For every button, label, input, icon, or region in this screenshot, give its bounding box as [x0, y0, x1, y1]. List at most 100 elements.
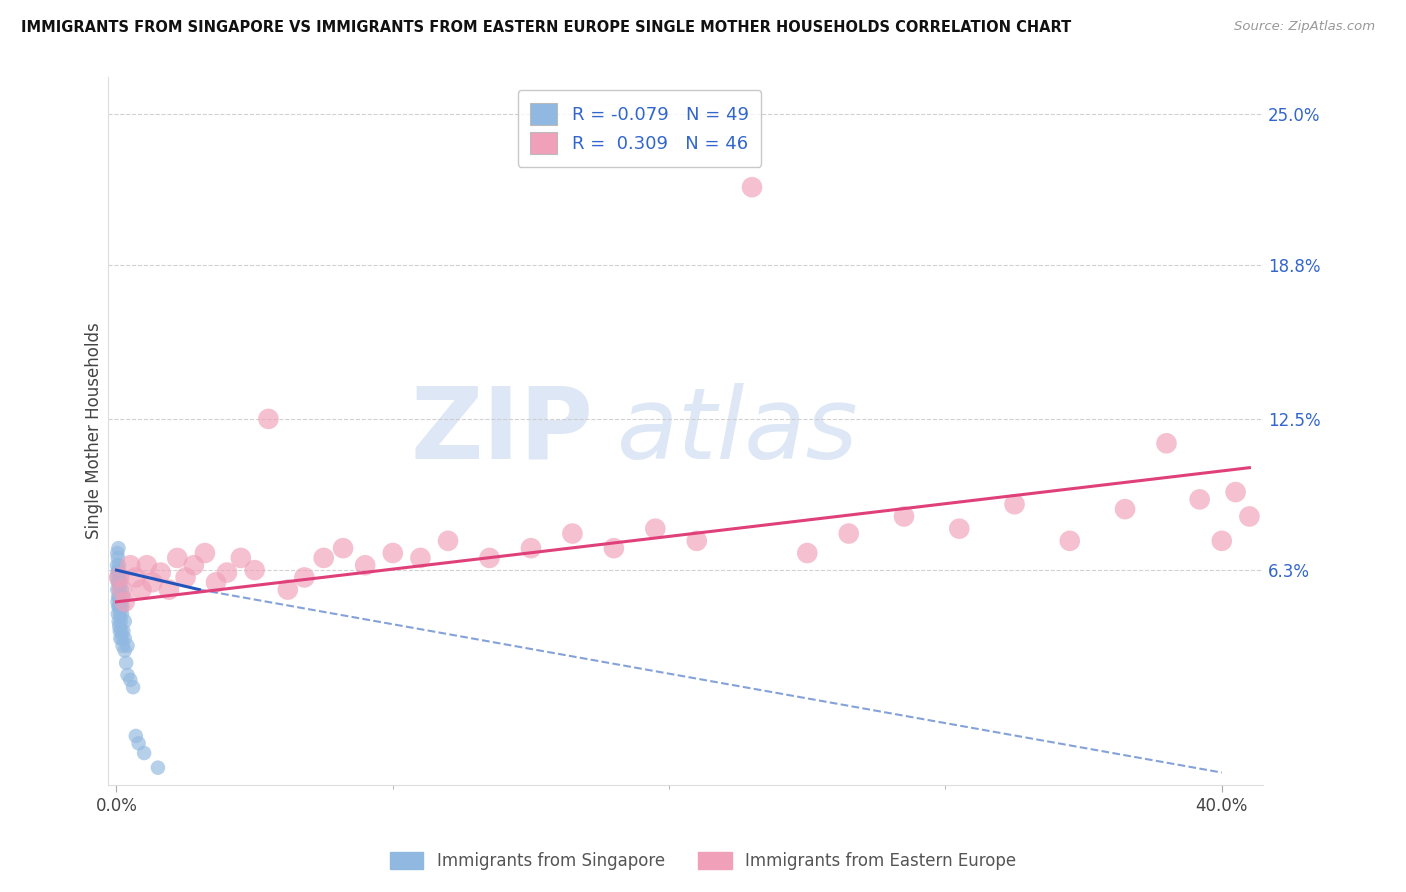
Point: [215, 566, 238, 580]
Point: [114, 615, 136, 629]
Point: [478, 550, 501, 565]
Point: [117, 639, 139, 653]
Point: [115, 656, 138, 670]
Point: [796, 546, 818, 560]
Point: [107, 563, 129, 577]
Point: [111, 582, 134, 597]
Point: [108, 619, 131, 633]
Point: [114, 595, 136, 609]
Text: ZIP: ZIP: [411, 383, 593, 480]
Point: [107, 615, 129, 629]
Point: [110, 632, 132, 646]
Point: [107, 550, 129, 565]
Point: [105, 570, 128, 584]
Point: [257, 412, 280, 426]
Point: [107, 590, 129, 604]
Point: [108, 607, 131, 621]
Text: Source: ZipAtlas.com: Source: ZipAtlas.com: [1234, 20, 1375, 33]
Point: [108, 599, 131, 614]
Point: [838, 526, 860, 541]
Point: [893, 509, 915, 524]
Point: [107, 566, 129, 580]
Point: [120, 558, 142, 573]
Legend: R = -0.079   N = 49, R =  0.309   N = 46: R = -0.079 N = 49, R = 0.309 N = 46: [517, 90, 762, 167]
Point: [174, 570, 197, 584]
Point: [1004, 497, 1026, 511]
Point: [1156, 436, 1178, 450]
Point: [132, 746, 155, 760]
Point: [183, 558, 205, 573]
Text: IMMIGRANTS FROM SINGAPORE VS IMMIGRANTS FROM EASTERN EUROPE SINGLE MOTHER HOUSEH: IMMIGRANTS FROM SINGAPORE VS IMMIGRANTS …: [21, 20, 1071, 35]
Point: [111, 607, 134, 621]
Point: [125, 570, 148, 584]
Point: [332, 541, 354, 556]
Point: [1211, 533, 1233, 548]
Text: atlas: atlas: [616, 383, 858, 480]
Point: [105, 546, 128, 560]
Point: [131, 582, 153, 597]
Point: [122, 680, 145, 694]
Point: [741, 180, 763, 194]
Point: [108, 558, 131, 573]
Point: [135, 558, 157, 573]
Point: [409, 550, 432, 565]
Point: [1188, 492, 1211, 507]
Point: [107, 595, 129, 609]
Point: [105, 582, 128, 597]
Point: [561, 526, 583, 541]
Point: [110, 575, 132, 590]
Point: [205, 575, 228, 590]
Point: [112, 624, 135, 639]
Point: [108, 570, 131, 584]
Point: [107, 541, 129, 556]
Point: [107, 599, 129, 614]
Point: [107, 575, 129, 590]
Point: [354, 558, 377, 573]
Point: [166, 550, 188, 565]
Point: [128, 736, 150, 750]
Point: [292, 570, 315, 584]
Point: [108, 566, 131, 580]
Point: [107, 575, 129, 590]
Point: [141, 575, 163, 590]
Point: [120, 673, 142, 687]
Point: [110, 599, 132, 614]
Point: [1059, 533, 1081, 548]
Point: [110, 615, 132, 629]
Point: [107, 607, 129, 621]
Point: [110, 624, 132, 639]
Point: [157, 582, 180, 597]
Point: [111, 639, 134, 653]
Point: [229, 550, 252, 565]
Point: [149, 566, 172, 580]
Y-axis label: Single Mother Households: Single Mother Households: [86, 323, 103, 540]
Point: [644, 522, 666, 536]
Point: [437, 533, 460, 548]
Point: [1239, 509, 1261, 524]
Point: [111, 632, 134, 646]
Point: [1225, 485, 1247, 500]
Point: [146, 761, 169, 775]
Point: [114, 632, 136, 646]
Point: [1114, 502, 1136, 516]
Point: [110, 595, 132, 609]
Point: [381, 546, 404, 560]
Point: [112, 590, 135, 604]
Point: [125, 729, 148, 743]
Point: [108, 582, 131, 597]
Point: [194, 546, 217, 560]
Point: [117, 668, 139, 682]
Point: [111, 599, 134, 614]
Point: [312, 550, 335, 565]
Point: [108, 624, 131, 639]
Point: [105, 558, 128, 573]
Point: [114, 643, 136, 657]
Point: [277, 582, 299, 597]
Point: [243, 563, 266, 577]
Point: [948, 522, 970, 536]
Point: [603, 541, 626, 556]
Legend: Immigrants from Singapore, Immigrants from Eastern Europe: Immigrants from Singapore, Immigrants fr…: [384, 845, 1022, 877]
Point: [111, 582, 134, 597]
Point: [520, 541, 543, 556]
Point: [108, 570, 131, 584]
